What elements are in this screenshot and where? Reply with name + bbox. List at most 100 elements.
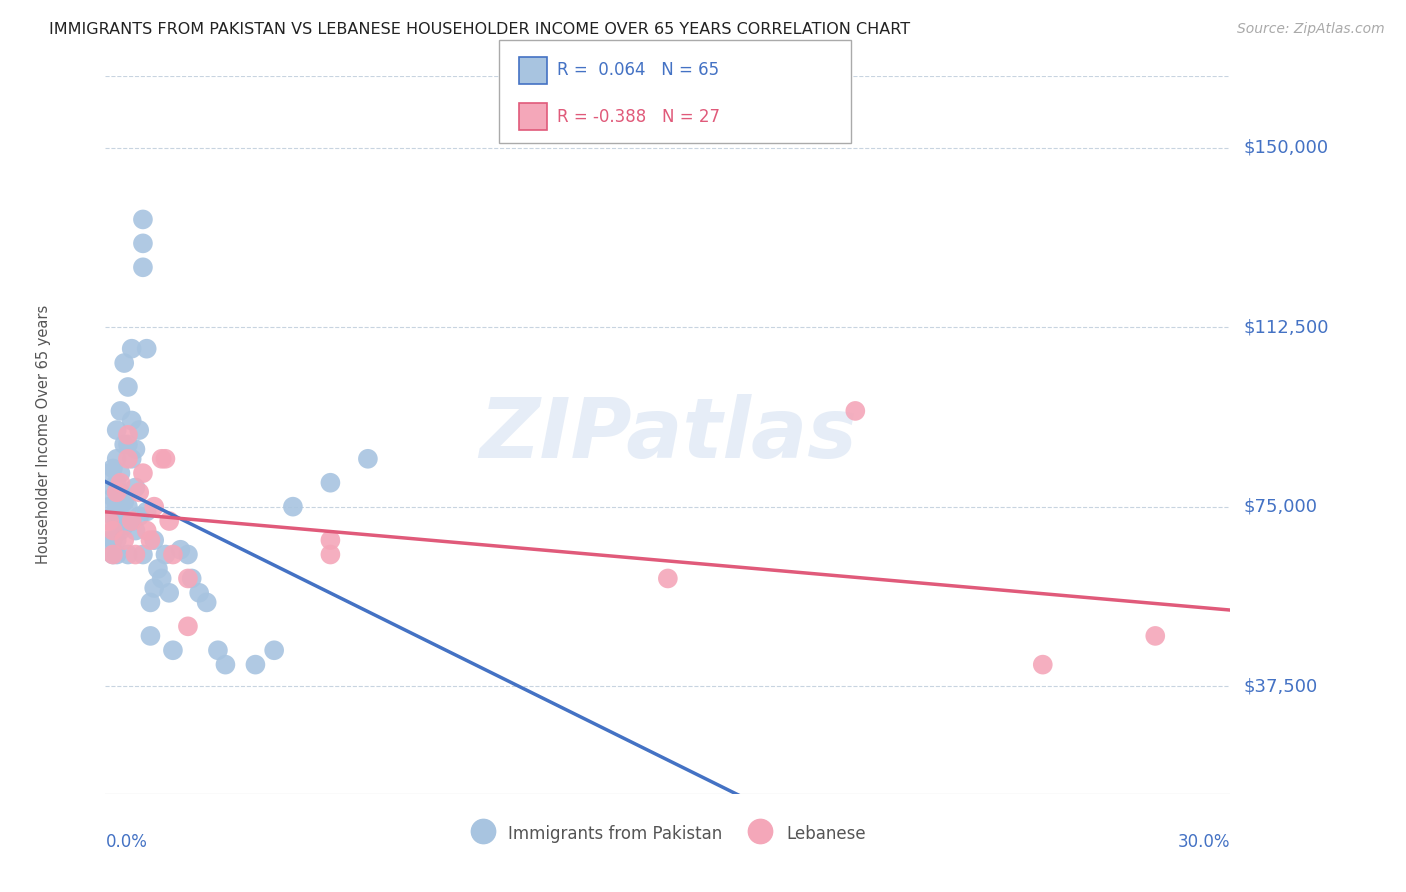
Point	[146, 562, 169, 576]
Point	[110, 509, 132, 524]
Point	[143, 581, 166, 595]
Point	[128, 485, 150, 500]
Point	[135, 342, 157, 356]
Point	[143, 500, 166, 514]
Point	[117, 380, 139, 394]
Point	[105, 533, 128, 548]
Text: Source: ZipAtlas.com: Source: ZipAtlas.com	[1237, 22, 1385, 37]
Point	[150, 572, 173, 586]
Text: IMMIGRANTS FROM PAKISTAN VS LEBANESE HOUSEHOLDER INCOME OVER 65 YEARS CORRELATIO: IMMIGRANTS FROM PAKISTAN VS LEBANESE HOU…	[49, 22, 910, 37]
Point	[169, 542, 191, 557]
Point	[98, 514, 121, 528]
Point	[105, 475, 128, 490]
Point	[155, 548, 177, 562]
Point	[177, 619, 200, 633]
Point	[105, 451, 128, 466]
Point	[110, 404, 132, 418]
Point	[121, 413, 143, 427]
Point	[157, 514, 180, 528]
Point	[101, 533, 124, 548]
Point	[105, 514, 128, 528]
Point	[121, 451, 143, 466]
Point	[117, 437, 139, 451]
Point	[180, 572, 202, 586]
Point	[110, 466, 132, 480]
Point	[98, 533, 121, 548]
Point	[101, 524, 124, 538]
Point	[110, 485, 132, 500]
Point	[110, 475, 132, 490]
Text: 0.0%: 0.0%	[105, 833, 148, 851]
Point	[245, 657, 267, 672]
Point	[105, 548, 128, 562]
Point	[121, 514, 143, 528]
Text: R =  0.064   N = 65: R = 0.064 N = 65	[557, 62, 718, 79]
Point	[101, 461, 124, 475]
Point	[124, 524, 146, 538]
Point	[132, 260, 155, 275]
Point	[263, 643, 285, 657]
Text: R = -0.388   N = 27: R = -0.388 N = 27	[557, 108, 720, 126]
Point	[281, 500, 304, 514]
Point	[139, 595, 162, 609]
Point	[132, 548, 155, 562]
Point	[101, 548, 124, 562]
Point	[124, 481, 146, 495]
Point	[121, 342, 143, 356]
Point	[112, 437, 135, 451]
Point	[155, 451, 177, 466]
Point	[207, 643, 229, 657]
Point	[112, 356, 135, 370]
Point	[844, 404, 866, 418]
Point	[98, 466, 121, 480]
Point	[162, 643, 184, 657]
Point	[135, 504, 157, 518]
Point	[124, 548, 146, 562]
Point	[101, 481, 124, 495]
Point	[112, 495, 135, 509]
Point	[124, 442, 146, 457]
Point	[98, 500, 121, 514]
Point	[128, 423, 150, 437]
Text: $112,500: $112,500	[1244, 318, 1329, 336]
Point	[132, 466, 155, 480]
Point	[1032, 657, 1054, 672]
Point	[139, 533, 162, 548]
Point	[128, 509, 150, 524]
Point	[319, 475, 342, 490]
Point	[157, 586, 180, 600]
Point	[195, 595, 218, 609]
Text: $75,000: $75,000	[1244, 498, 1317, 516]
Text: 30.0%: 30.0%	[1178, 833, 1230, 851]
Point	[135, 524, 157, 538]
Point	[117, 548, 139, 562]
Legend: Immigrants from Pakistan, Lebanese: Immigrants from Pakistan, Lebanese	[464, 816, 872, 850]
Point	[110, 524, 132, 538]
Point	[143, 533, 166, 548]
Point	[117, 451, 139, 466]
Point	[112, 533, 135, 548]
Point	[117, 500, 139, 514]
Point	[214, 657, 236, 672]
Point	[319, 548, 342, 562]
Point	[139, 629, 162, 643]
Point	[105, 500, 128, 514]
Point	[112, 518, 135, 533]
Point	[177, 548, 200, 562]
Point	[150, 451, 173, 466]
Text: $37,500: $37,500	[1244, 677, 1317, 695]
Point	[319, 533, 342, 548]
Point	[357, 451, 380, 466]
Point	[101, 548, 124, 562]
Point	[132, 212, 155, 227]
Point	[117, 428, 139, 442]
Point	[101, 490, 124, 504]
Text: ZIPatlas: ZIPatlas	[479, 394, 856, 475]
Point	[162, 548, 184, 562]
Point	[1144, 629, 1167, 643]
Point	[657, 572, 679, 586]
Point	[177, 572, 200, 586]
Point	[101, 509, 124, 524]
Point	[105, 485, 128, 500]
Point	[132, 236, 155, 251]
